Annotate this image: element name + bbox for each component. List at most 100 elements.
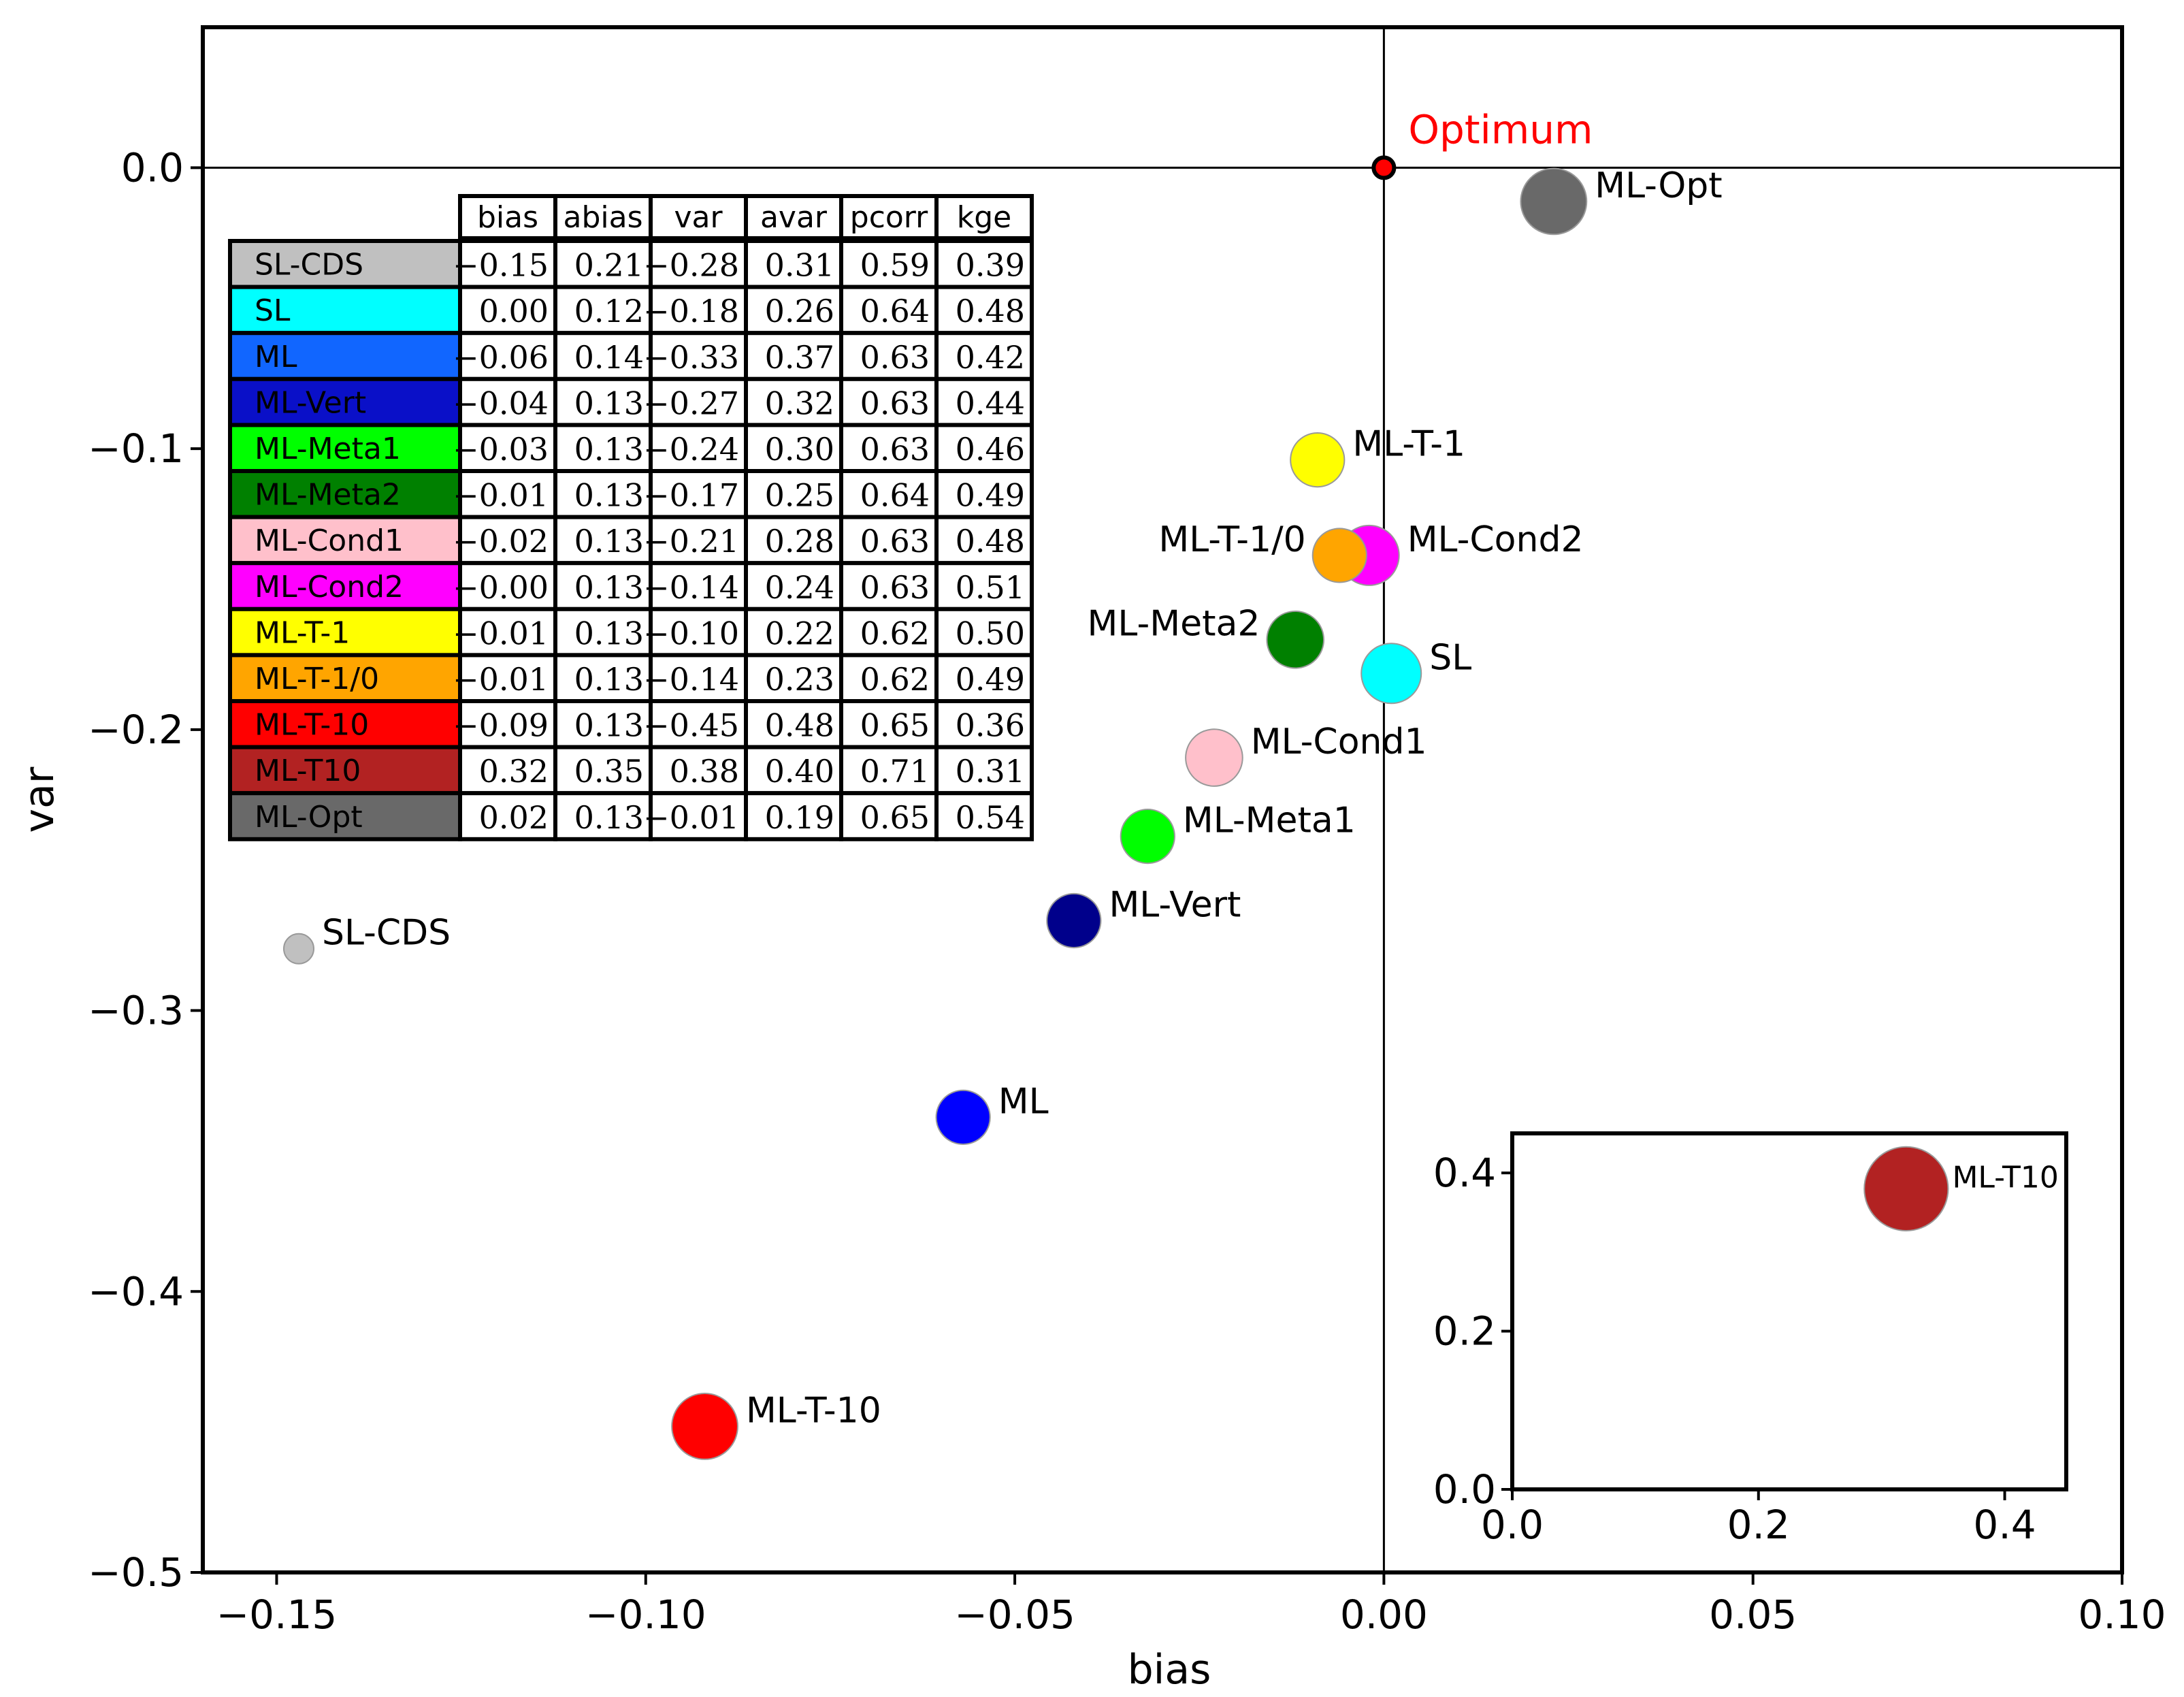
- point-sl: [1360, 643, 1422, 705]
- table-cell-value: 0.35: [574, 753, 644, 790]
- point-ml-meta2: [1266, 610, 1325, 669]
- table-row-name: ML: [255, 340, 297, 374]
- table-cell-value: 0.13: [574, 799, 644, 836]
- table-cell-value: 0.32: [479, 753, 549, 790]
- table-header-cell: [744, 194, 843, 240]
- table-header-cell: [839, 194, 939, 240]
- table-cell-value: −0.04: [453, 385, 549, 421]
- inset-axes: 0.0 0.2 0.4 0.0 0.2 0.4 ML-T10: [1433, 1131, 2068, 1548]
- table-cell: [553, 469, 653, 519]
- table-cell: [458, 423, 557, 474]
- table-cell-value: 0.71: [860, 753, 930, 790]
- table-cell-value: −0.18: [643, 293, 739, 329]
- point-label-ml-t-10: ML-T-10: [746, 1390, 881, 1431]
- table-cell-value: 0.23: [765, 661, 834, 698]
- point-label-sl: SL: [1429, 637, 1471, 678]
- inset-x-tick-label: 0.0: [1481, 1502, 1544, 1548]
- table-row-name: ML-Opt: [255, 800, 363, 835]
- table-cell: [934, 653, 1034, 704]
- table-cell: [839, 515, 939, 566]
- table-cell: [649, 791, 748, 841]
- table-cell-value: 0.32: [765, 385, 834, 421]
- table-cell-value: −0.28: [643, 247, 739, 284]
- table-cell: [458, 653, 557, 704]
- x-tick-label: −0.10: [585, 1591, 706, 1638]
- y-tick-label: −0.3: [88, 988, 184, 1034]
- table-cell: [458, 607, 557, 658]
- table-cell: [934, 561, 1034, 611]
- table-cell-value: 0.65: [860, 707, 930, 744]
- point-label-ml-t-1-0: ML-T-1/0: [1158, 519, 1305, 560]
- table-cell-value: 0.24: [765, 569, 834, 606]
- inset-y-tick-label: 0.2: [1433, 1308, 1496, 1355]
- point-label-ml-t-1: ML-T-1: [1352, 424, 1465, 465]
- inset-y-tick-label: 0.0: [1433, 1466, 1496, 1513]
- table-cell-value: 0.13: [574, 569, 644, 606]
- point-ml-meta1: [1120, 809, 1175, 864]
- table-cell-value: 0.44: [956, 385, 1025, 421]
- table-cell-value: 0.63: [860, 339, 930, 376]
- table-cell-value: 0.40: [765, 753, 834, 790]
- point-sl-cds: [283, 933, 314, 965]
- table-cell-value: 0.31: [765, 247, 834, 284]
- inset-y-tick-label: 0.4: [1433, 1150, 1496, 1196]
- table-cell-value: 0.12: [574, 293, 644, 329]
- table-cell-value: 0.13: [574, 477, 644, 514]
- table-cell: [649, 239, 748, 289]
- table-row-name: ML-Cond2: [255, 570, 404, 604]
- point-ml-opt: [1520, 167, 1588, 236]
- point-label-ml-meta1: ML-Meta1: [1183, 801, 1356, 841]
- table-row-name: ML-Cond1: [255, 523, 404, 558]
- inset-point-label-ml-t10: ML-T10: [1952, 1160, 2058, 1195]
- y-tick-label: 0.0: [121, 144, 184, 191]
- table-cell: [744, 653, 843, 704]
- table-cell: [458, 331, 557, 381]
- table-cell: [934, 376, 1034, 427]
- point-ml-vert: [1046, 892, 1102, 949]
- table-row-name: ML-T-1/0: [255, 662, 379, 696]
- table-cell-value: 0.51: [956, 569, 1025, 606]
- table-cell-value: 0.26: [765, 293, 834, 329]
- inset-point-ml-t10: [1863, 1146, 1949, 1231]
- table-cell-value: 0.36: [956, 707, 1025, 744]
- table-header-cell: [934, 194, 1034, 240]
- table-row-name: ML-T10: [255, 754, 361, 788]
- inset-x-tick-label: 0.2: [1727, 1502, 1790, 1548]
- table-cell: [458, 745, 557, 796]
- table-row-name: ML-T-1: [255, 615, 350, 650]
- table-header-pcorr: pcorr: [850, 200, 928, 235]
- table-row-name: SL: [255, 293, 291, 328]
- point-label-ml-cond1: ML-Cond1: [1251, 722, 1427, 762]
- table-cell: [744, 561, 843, 611]
- table-cell-value: −0.27: [643, 385, 739, 421]
- table-cell-value: 0.37: [765, 339, 834, 376]
- y-axis-label: var: [16, 766, 63, 833]
- table-cell-value: −0.01: [453, 477, 549, 514]
- table-cell-value: 0.49: [956, 661, 1025, 698]
- table-cell: [649, 423, 748, 474]
- point-ml-t-1: [1290, 432, 1346, 488]
- table-cell-value: 0.13: [574, 615, 644, 651]
- table-cell-value: 0.25: [765, 477, 834, 514]
- table-cell: [458, 699, 557, 749]
- y-tick-label: −0.5: [88, 1549, 184, 1596]
- table-cell-value: 0.64: [860, 477, 930, 514]
- table-cell-value: 0.64: [860, 293, 930, 329]
- table-cell: [839, 561, 939, 611]
- point-ml-cond1: [1185, 728, 1243, 787]
- x-tick-label: 0.05: [1709, 1591, 1797, 1638]
- table-cell-value: −0.14: [643, 569, 739, 606]
- table-cell-value: 0.38: [670, 753, 739, 790]
- table-row-swatch-ml-t-1-0: [228, 653, 462, 704]
- x-axis-label: bias: [1128, 1646, 1211, 1694]
- table-cell-value: 0.13: [574, 707, 644, 744]
- table-cell: [934, 515, 1034, 566]
- table-cell-value: −0.21: [643, 523, 739, 560]
- table-row-name: ML-Meta2: [255, 478, 401, 513]
- table-cell-value: 0.02: [479, 799, 549, 836]
- table-cell-value: −0.00: [453, 569, 549, 606]
- table-row-swatch-ml-vert: [228, 376, 462, 427]
- table-header-var: var: [674, 200, 723, 235]
- table-cell-value: −0.10: [643, 615, 739, 651]
- table-row-name: ML-Meta1: [255, 432, 401, 466]
